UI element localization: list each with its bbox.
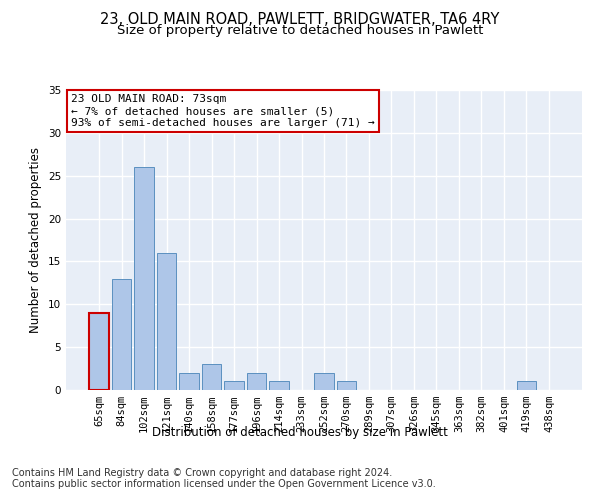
Text: Distribution of detached houses by size in Pawlett: Distribution of detached houses by size … xyxy=(152,426,448,439)
Bar xyxy=(179,373,199,390)
Bar xyxy=(134,167,154,390)
Bar xyxy=(314,373,334,390)
Y-axis label: Number of detached properties: Number of detached properties xyxy=(29,147,43,333)
Bar xyxy=(517,382,536,390)
Text: Size of property relative to detached houses in Pawlett: Size of property relative to detached ho… xyxy=(117,24,483,37)
Text: 23, OLD MAIN ROAD, PAWLETT, BRIDGWATER, TA6 4RY: 23, OLD MAIN ROAD, PAWLETT, BRIDGWATER, … xyxy=(100,12,500,28)
Bar xyxy=(157,253,176,390)
Bar xyxy=(269,382,289,390)
Text: Contains HM Land Registry data © Crown copyright and database right 2024.
Contai: Contains HM Land Registry data © Crown c… xyxy=(12,468,436,489)
Bar xyxy=(202,364,221,390)
Bar xyxy=(89,313,109,390)
Text: 23 OLD MAIN ROAD: 73sqm
← 7% of detached houses are smaller (5)
93% of semi-deta: 23 OLD MAIN ROAD: 73sqm ← 7% of detached… xyxy=(71,94,375,128)
Bar xyxy=(247,373,266,390)
Bar xyxy=(112,278,131,390)
Bar xyxy=(224,382,244,390)
Bar xyxy=(337,382,356,390)
